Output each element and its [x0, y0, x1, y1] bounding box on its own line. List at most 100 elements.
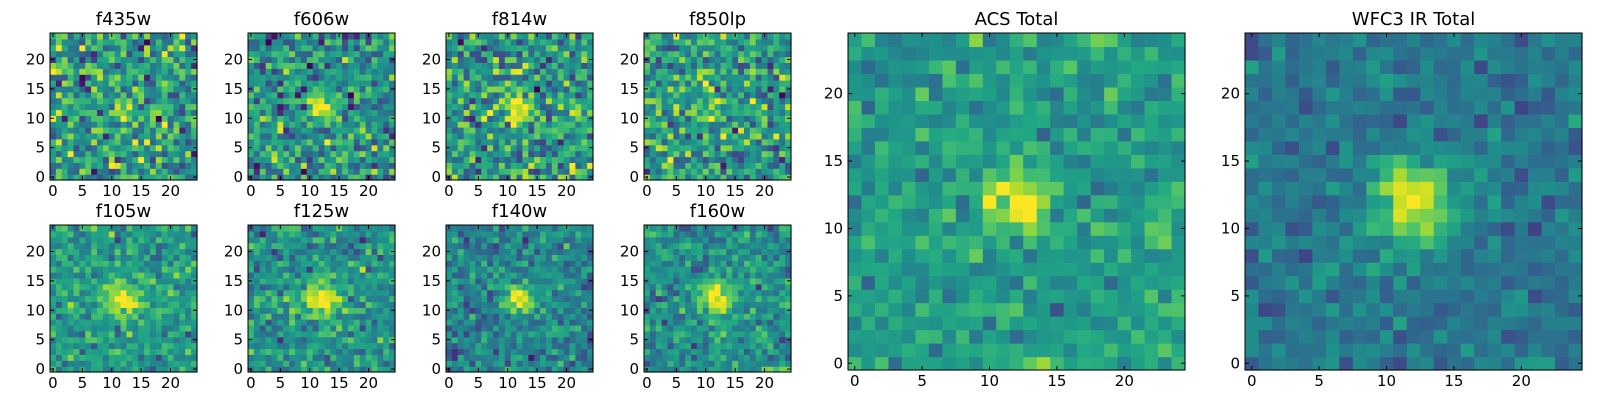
- pixel: [185, 33, 192, 40]
- pixel: [120, 301, 128, 308]
- pixel: [371, 225, 378, 232]
- pixel: [347, 342, 355, 350]
- pixel: [522, 103, 529, 111]
- pixel: [522, 109, 529, 116]
- pixel: [377, 230, 384, 238]
- pixel: [767, 301, 774, 308]
- pixel: [144, 50, 151, 58]
- pixel: [102, 354, 110, 361]
- pixel: [300, 174, 308, 181]
- pixel: [557, 80, 565, 87]
- pixel: [644, 74, 651, 81]
- y-tick-label: 10: [26, 301, 45, 319]
- pixel: [79, 289, 86, 297]
- pixel: [114, 91, 122, 99]
- pixel: [126, 33, 133, 40]
- pixel: [120, 289, 128, 297]
- pixel: [516, 236, 524, 244]
- pixel: [283, 248, 290, 255]
- pixel: [336, 97, 343, 105]
- pixel: [312, 62, 320, 69]
- pixel: [767, 97, 774, 105]
- pixel: [371, 127, 378, 134]
- pixel: [191, 156, 198, 163]
- pixel: [283, 85, 290, 93]
- pixel: [761, 85, 769, 93]
- pixel: [383, 242, 390, 250]
- pixel: [265, 295, 273, 303]
- pixel: [73, 121, 80, 128]
- pixel: [336, 354, 343, 361]
- pixel: [271, 242, 278, 250]
- pixel: [510, 44, 518, 52]
- pixel: [306, 330, 314, 338]
- x-tick-label: 15: [726, 182, 745, 200]
- pixel: [720, 150, 727, 158]
- pixel: [167, 313, 175, 320]
- pixel: [540, 121, 547, 128]
- pixel: [738, 103, 745, 111]
- pixel: [475, 85, 482, 93]
- pixel: [353, 319, 361, 326]
- pixel: [248, 330, 255, 338]
- pixel: [761, 354, 769, 361]
- pixel: [545, 132, 553, 140]
- pixel: [91, 121, 98, 128]
- pixel: [691, 38, 698, 46]
- pixel: [673, 289, 680, 297]
- pixel: [138, 156, 145, 163]
- pixel: [289, 138, 296, 146]
- pixel: [126, 360, 133, 367]
- pixel: [67, 156, 75, 163]
- pixel: [510, 162, 518, 169]
- pixel: [167, 38, 175, 46]
- pixel: [779, 348, 786, 355]
- pixel: [691, 289, 698, 297]
- x-tick-label: 0: [48, 182, 58, 200]
- pixel: [569, 121, 576, 128]
- pixel: [97, 301, 104, 308]
- pixel: [504, 156, 512, 163]
- pixel: [271, 115, 278, 122]
- pixel: [785, 50, 792, 58]
- pixel: [91, 260, 98, 267]
- pixel: [248, 68, 255, 75]
- pixel: [132, 174, 139, 181]
- pixel: [114, 33, 122, 40]
- pixel: [365, 168, 373, 175]
- pixel: [289, 295, 296, 303]
- pixel: [138, 150, 145, 158]
- pixel: [463, 74, 471, 81]
- pixel: [383, 156, 390, 163]
- pixel: [563, 50, 571, 58]
- pixel: [540, 242, 547, 250]
- pixel: [185, 330, 192, 338]
- pixel: [732, 301, 739, 308]
- pixel: [120, 260, 128, 267]
- pixel: [475, 230, 482, 238]
- pixel: [85, 319, 92, 326]
- pixel: [714, 38, 722, 46]
- pixel: [342, 138, 349, 146]
- pixel: [97, 277, 104, 285]
- pixel: [587, 348, 594, 355]
- pixel: [149, 277, 157, 285]
- pixel: [248, 242, 255, 250]
- pixel: [667, 38, 674, 46]
- pixel: [469, 330, 476, 338]
- pixel: [516, 109, 524, 116]
- pixel: [540, 283, 547, 291]
- pixel: [161, 103, 169, 111]
- pixel: [85, 150, 92, 158]
- pixel: [761, 307, 769, 314]
- pixel: [767, 121, 774, 128]
- pixel: [185, 225, 192, 232]
- pixel: [779, 56, 786, 63]
- pixel: [481, 156, 488, 163]
- pixel: [120, 162, 128, 169]
- pixel: [312, 91, 320, 99]
- pixel: [661, 336, 669, 344]
- pixel: [720, 336, 727, 344]
- pixel: [510, 330, 518, 338]
